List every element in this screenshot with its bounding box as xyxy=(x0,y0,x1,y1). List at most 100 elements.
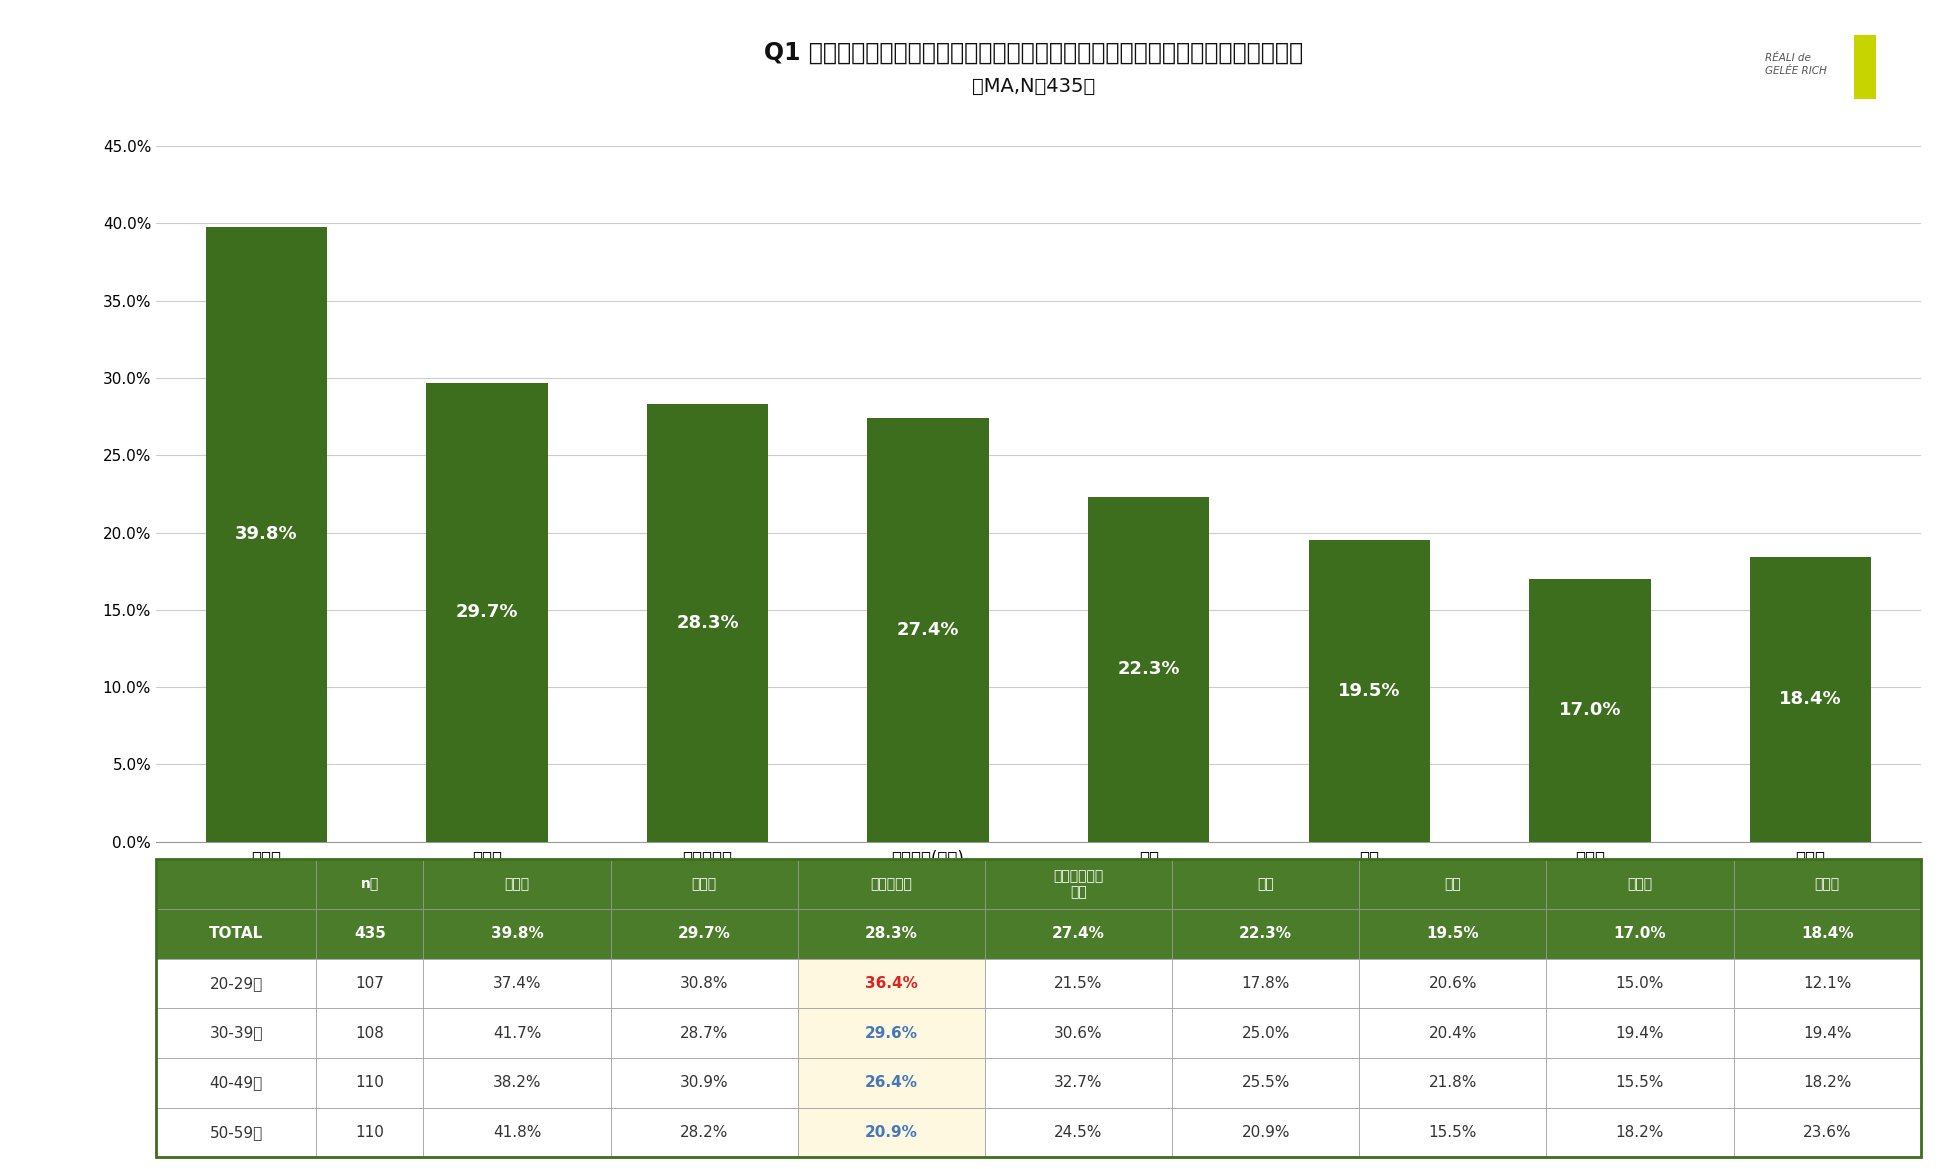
Text: 18.4%: 18.4% xyxy=(1778,691,1841,708)
Bar xyxy=(316,1058,423,1108)
Text: 19.4%: 19.4% xyxy=(1617,1025,1663,1040)
Text: 39.8%: 39.8% xyxy=(236,525,298,544)
Text: 30-39歳: 30-39歳 xyxy=(209,1025,263,1040)
Text: 30.8%: 30.8% xyxy=(681,976,729,991)
Bar xyxy=(1546,859,1734,909)
Text: 17.8%: 17.8% xyxy=(1242,976,1289,991)
Text: 20.6%: 20.6% xyxy=(1429,976,1476,991)
Bar xyxy=(427,382,548,842)
Text: 17.0%: 17.0% xyxy=(1615,926,1667,941)
Bar xyxy=(798,1058,985,1108)
Text: 108: 108 xyxy=(355,1025,384,1040)
Bar xyxy=(423,909,610,959)
Bar xyxy=(156,1008,316,1058)
Text: 110: 110 xyxy=(355,1075,384,1091)
Text: 22.3%: 22.3% xyxy=(1238,926,1293,941)
Text: 40-49歳: 40-49歳 xyxy=(209,1075,263,1091)
Text: 20-29歳: 20-29歳 xyxy=(209,976,263,991)
Bar xyxy=(798,1008,985,1058)
Text: 15.0%: 15.0% xyxy=(1617,976,1663,991)
Text: Q1 社内外で、初対面の男性と会ったとき、あなたはその男性のどこを見ますか。: Q1 社内外で、初対面の男性と会ったとき、あなたはその男性のどこを見ますか。 xyxy=(764,41,1303,64)
Bar xyxy=(316,859,423,909)
Bar xyxy=(1546,1108,1734,1157)
Text: n＝: n＝ xyxy=(361,877,378,891)
Text: 36.4%: 36.4% xyxy=(866,976,918,991)
Bar xyxy=(1734,1108,1921,1157)
Bar xyxy=(1088,497,1209,842)
Bar xyxy=(1734,859,1921,909)
Text: 38.2%: 38.2% xyxy=(493,1075,542,1091)
Text: 41.8%: 41.8% xyxy=(493,1125,542,1140)
Bar xyxy=(205,227,328,842)
Text: 37.4%: 37.4% xyxy=(493,976,542,991)
Text: スタイル（体
型）: スタイル（体 型） xyxy=(1053,869,1104,899)
Bar xyxy=(1734,909,1921,959)
Bar xyxy=(1172,1108,1359,1157)
Bar xyxy=(985,909,1172,959)
Text: 110: 110 xyxy=(355,1125,384,1140)
Text: 107: 107 xyxy=(355,976,384,991)
Bar xyxy=(156,1058,316,1108)
Bar xyxy=(798,959,985,1008)
Bar xyxy=(985,1108,1172,1157)
Bar xyxy=(1749,558,1872,842)
Bar xyxy=(798,859,985,909)
Text: 28.3%: 28.3% xyxy=(677,614,739,632)
Text: 15.5%: 15.5% xyxy=(1617,1075,1663,1091)
Bar xyxy=(985,959,1172,1008)
Bar xyxy=(610,909,798,959)
Text: 27.4%: 27.4% xyxy=(897,621,959,639)
Text: 27.4%: 27.4% xyxy=(1053,926,1106,941)
Bar xyxy=(316,1108,423,1157)
Bar xyxy=(1359,1108,1546,1157)
Text: 28.2%: 28.2% xyxy=(681,1125,729,1140)
Bar xyxy=(316,1008,423,1058)
Bar xyxy=(1172,909,1359,959)
Bar xyxy=(1734,1058,1921,1108)
Text: 39.8%: 39.8% xyxy=(491,926,544,941)
Text: 30.9%: 30.9% xyxy=(681,1075,729,1091)
Bar xyxy=(1172,959,1359,1008)
Bar xyxy=(423,959,610,1008)
Text: 17.0%: 17.0% xyxy=(1558,701,1620,719)
Bar xyxy=(1172,1008,1359,1058)
Bar xyxy=(610,959,798,1008)
Text: 28.3%: 28.3% xyxy=(866,926,918,941)
Text: 20.9%: 20.9% xyxy=(866,1125,918,1140)
Text: 22.3%: 22.3% xyxy=(1117,660,1180,678)
Bar xyxy=(1359,1058,1546,1108)
Text: 19.5%: 19.5% xyxy=(1427,926,1480,941)
Text: 29.6%: 29.6% xyxy=(864,1025,918,1040)
Bar xyxy=(1546,909,1734,959)
Text: 32.7%: 32.7% xyxy=(1055,1075,1104,1091)
Text: 29.7%: 29.7% xyxy=(679,926,731,941)
Text: TOTAL: TOTAL xyxy=(209,926,263,941)
Text: 29.7%: 29.7% xyxy=(456,603,519,621)
Text: 21.5%: 21.5% xyxy=(1055,976,1102,991)
Text: 顔つきや肌: 顔つきや肌 xyxy=(870,877,913,891)
Bar xyxy=(610,859,798,909)
Text: 18.4%: 18.4% xyxy=(1802,926,1854,941)
Text: 18.2%: 18.2% xyxy=(1804,1075,1851,1091)
Text: 23.6%: 23.6% xyxy=(1804,1125,1851,1140)
Bar xyxy=(156,1108,316,1157)
Text: 41.7%: 41.7% xyxy=(493,1025,542,1040)
Bar xyxy=(1308,540,1429,842)
Bar xyxy=(868,419,989,842)
Text: しぐさ: しぐさ xyxy=(1628,877,1652,891)
Bar xyxy=(647,404,768,842)
Text: 435: 435 xyxy=(355,926,386,941)
Bar xyxy=(1546,1008,1734,1058)
Bar xyxy=(316,959,423,1008)
Text: 服装: 服装 xyxy=(1258,877,1273,891)
Text: 話し方: 話し方 xyxy=(692,877,718,891)
Bar xyxy=(316,909,423,959)
Text: 26.4%: 26.4% xyxy=(864,1075,918,1091)
Bar xyxy=(1734,1008,1921,1058)
Bar xyxy=(423,1108,610,1157)
Bar xyxy=(985,859,1172,909)
Bar xyxy=(156,859,316,909)
Bar xyxy=(1734,959,1921,1008)
Text: 25.0%: 25.0% xyxy=(1242,1025,1289,1040)
Bar xyxy=(985,1058,1172,1108)
